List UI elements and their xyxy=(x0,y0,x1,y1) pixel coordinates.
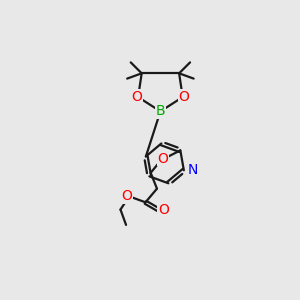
Text: O: O xyxy=(158,203,169,218)
Text: O: O xyxy=(178,89,189,103)
Text: O: O xyxy=(158,152,168,166)
Text: B: B xyxy=(156,104,165,118)
Text: N: N xyxy=(188,163,198,177)
Text: O: O xyxy=(122,189,132,203)
Text: O: O xyxy=(131,89,142,103)
